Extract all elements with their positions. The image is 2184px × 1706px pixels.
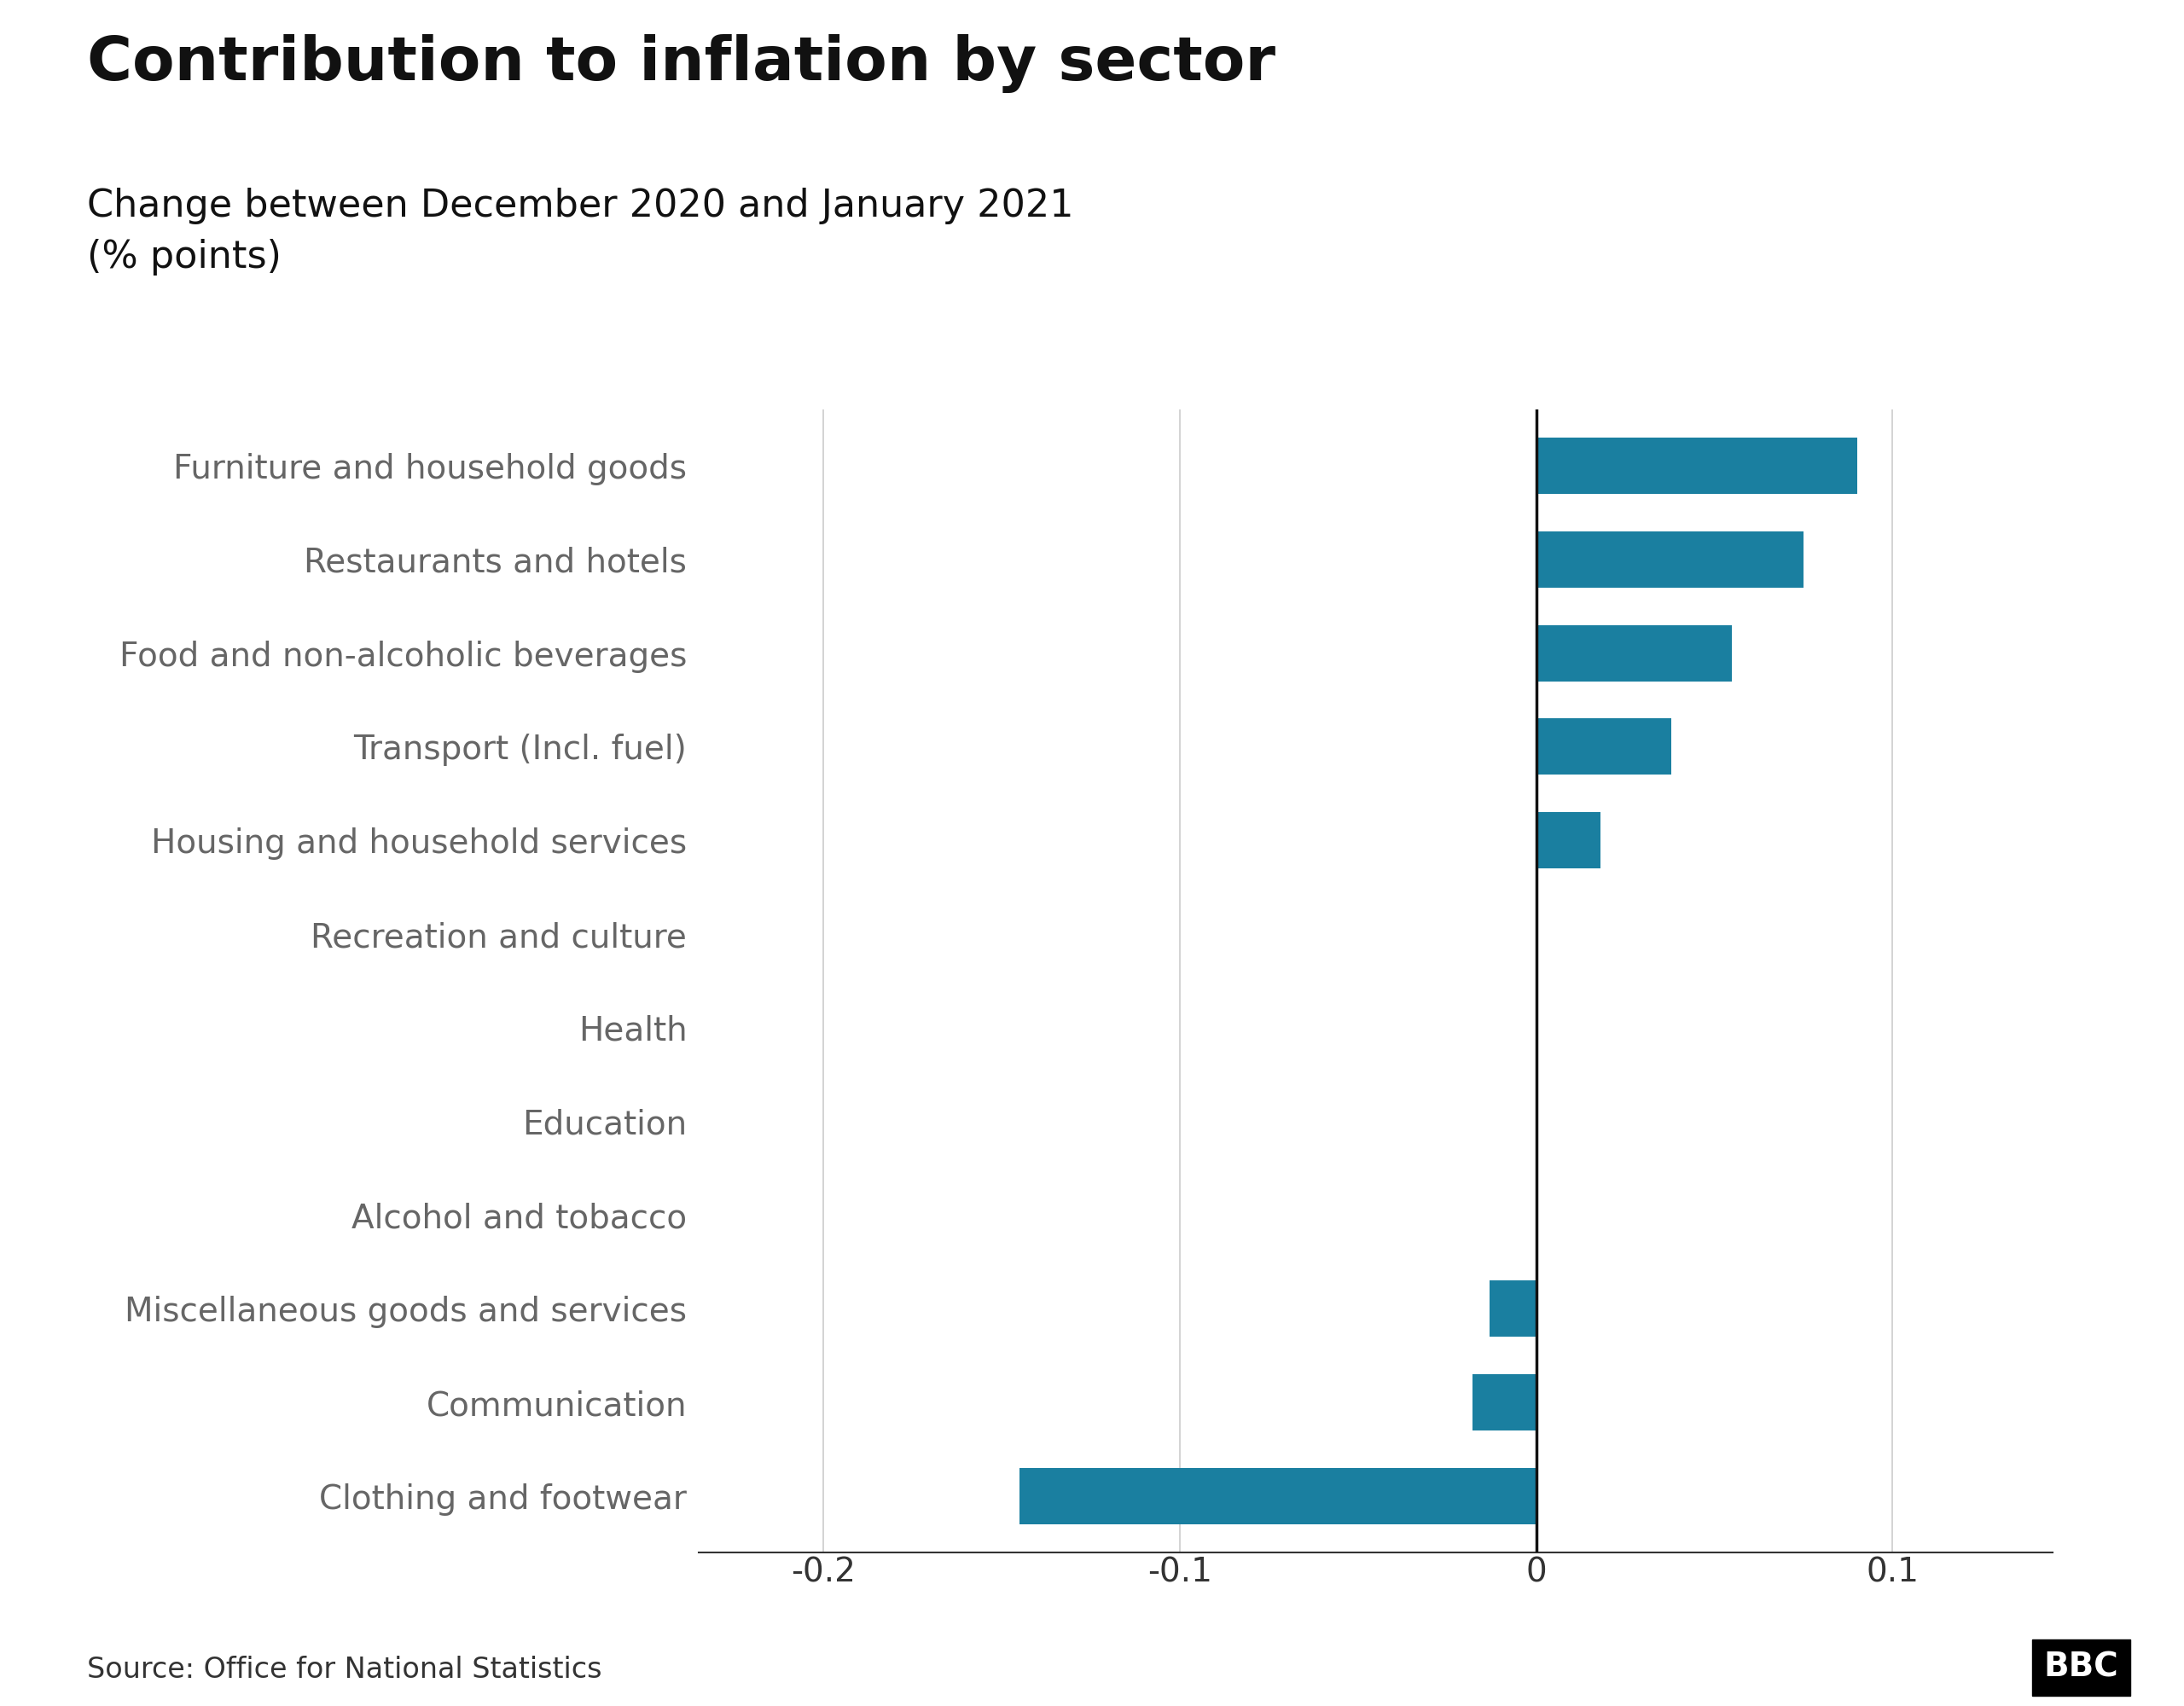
Bar bbox=[1535, 437, 1856, 493]
Bar bbox=[1020, 1469, 1535, 1525]
Bar bbox=[1472, 1375, 1535, 1431]
Text: Contribution to inflation by sector: Contribution to inflation by sector bbox=[87, 34, 1275, 92]
Bar bbox=[1489, 1281, 1535, 1338]
Bar bbox=[1535, 812, 1601, 868]
Text: Change between December 2020 and January 2021
(% points): Change between December 2020 and January… bbox=[87, 188, 1075, 275]
Bar bbox=[1535, 718, 1671, 775]
Bar bbox=[1535, 624, 1732, 681]
Bar bbox=[1535, 531, 1804, 587]
Text: Source: Office for National Statistics: Source: Office for National Statistics bbox=[87, 1655, 603, 1684]
Text: BBC: BBC bbox=[2044, 1651, 2118, 1684]
